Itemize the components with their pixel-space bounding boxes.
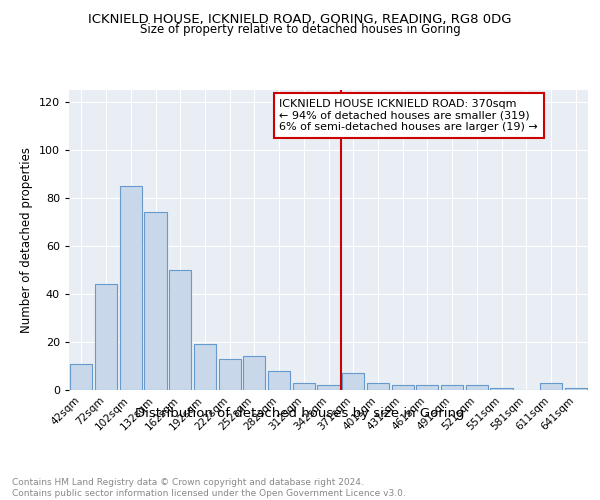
Bar: [392, 385, 414, 390]
Bar: [169, 270, 191, 390]
Text: Size of property relative to detached houses in Goring: Size of property relative to detached ho…: [140, 22, 460, 36]
Bar: [367, 383, 389, 390]
Bar: [268, 371, 290, 390]
Text: ICKNIELD HOUSE ICKNIELD ROAD: 370sqm
← 94% of detached houses are smaller (319)
: ICKNIELD HOUSE ICKNIELD ROAD: 370sqm ← 9…: [279, 99, 538, 132]
Bar: [194, 344, 216, 390]
Bar: [293, 383, 315, 390]
Bar: [70, 364, 92, 390]
Y-axis label: Number of detached properties: Number of detached properties: [20, 147, 33, 333]
Bar: [565, 388, 587, 390]
Bar: [119, 186, 142, 390]
Bar: [145, 212, 167, 390]
Bar: [95, 284, 117, 390]
Bar: [317, 385, 340, 390]
Text: Contains HM Land Registry data © Crown copyright and database right 2024.
Contai: Contains HM Land Registry data © Crown c…: [12, 478, 406, 498]
Bar: [243, 356, 265, 390]
Bar: [218, 359, 241, 390]
Bar: [540, 383, 562, 390]
Bar: [466, 385, 488, 390]
Bar: [441, 385, 463, 390]
Bar: [342, 373, 364, 390]
Bar: [490, 388, 512, 390]
Text: Distribution of detached houses by size in Goring: Distribution of detached houses by size …: [135, 408, 465, 420]
Bar: [416, 385, 439, 390]
Text: ICKNIELD HOUSE, ICKNIELD ROAD, GORING, READING, RG8 0DG: ICKNIELD HOUSE, ICKNIELD ROAD, GORING, R…: [88, 12, 512, 26]
